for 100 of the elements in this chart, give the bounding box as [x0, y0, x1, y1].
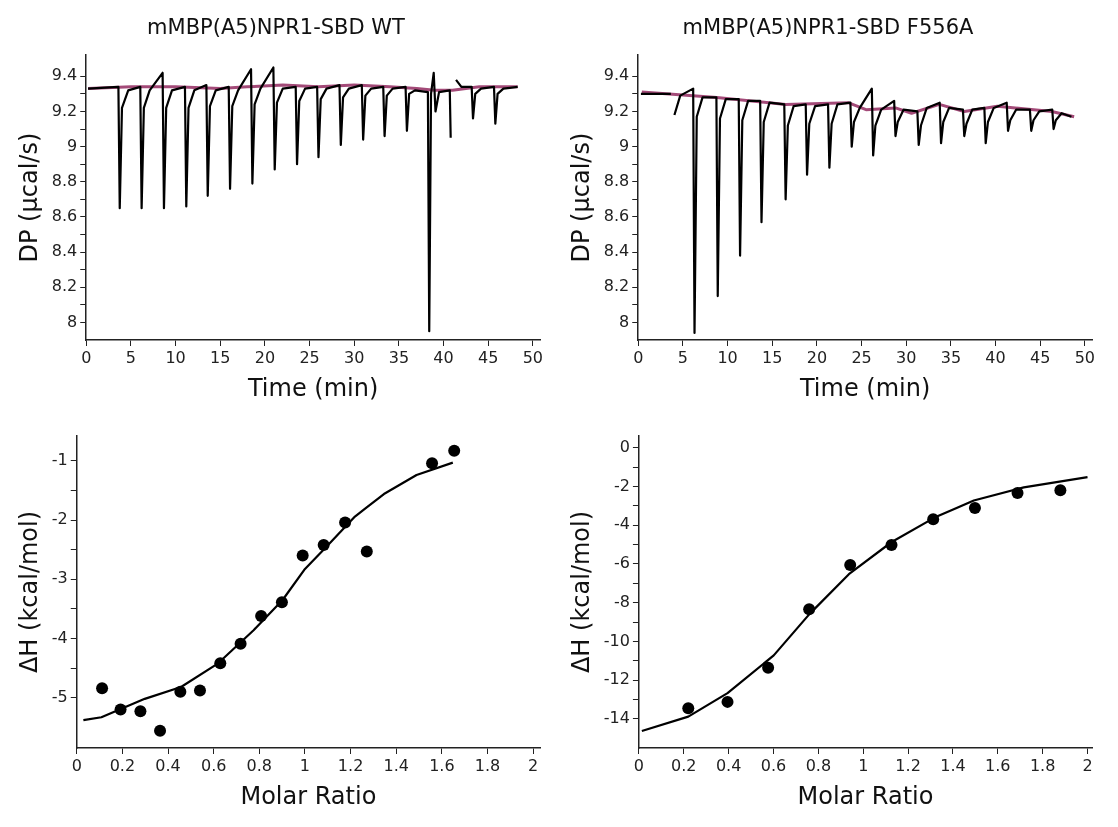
point — [803, 603, 816, 616]
y-tick-label: 9.2 — [51, 100, 78, 120]
x-tick-label: 30 — [344, 347, 365, 367]
x-tick-label: 1.2 — [337, 755, 364, 775]
y-tick-label: -4 — [613, 514, 630, 534]
x-tick-label: 25 — [851, 347, 872, 367]
point — [96, 682, 109, 695]
x-tick-label: 1.6 — [985, 755, 1011, 775]
point — [426, 457, 439, 470]
x-tick-label: 25 — [299, 347, 320, 367]
x-tick-label: 0.8 — [246, 755, 273, 775]
x-tick-label: 1.8 — [1029, 755, 1056, 775]
x-tick-label: 40 — [985, 347, 1006, 367]
y-tick-label: -4 — [51, 627, 68, 647]
y-tick-label: 0 — [619, 436, 630, 456]
y-tick-label: 9.2 — [603, 100, 630, 120]
x-tick-label: 1.4 — [383, 755, 409, 775]
x-tick-label: 0.4 — [715, 755, 742, 775]
x-tick-label: 40 — [433, 347, 454, 367]
x-tick-label: 30 — [896, 347, 917, 367]
x-tick-label: 0 — [633, 347, 644, 367]
point — [317, 538, 330, 551]
x-tick-label: 0 — [633, 755, 645, 775]
y-tick-label: 8.4 — [603, 241, 630, 261]
point — [885, 539, 898, 552]
y-tick-label: 9 — [67, 135, 78, 155]
x-axis-title: Time (min) — [246, 373, 379, 402]
x-axis-title: Time (min) — [798, 373, 931, 402]
point — [360, 545, 373, 558]
x-tick-label: 20 — [806, 347, 828, 367]
y-tick-label: 8.2 — [603, 276, 630, 296]
x-tick-label: 35 — [388, 347, 410, 367]
point — [214, 657, 227, 670]
y-tick-label: -6 — [613, 553, 630, 573]
x-tick-label: 10 — [165, 347, 186, 367]
point — [927, 513, 940, 526]
point — [721, 695, 734, 708]
point — [682, 702, 695, 715]
point — [1011, 486, 1024, 499]
y-axis-title: ΔH (kcal/mol) — [566, 510, 595, 674]
x-tick-label: 2 — [528, 755, 539, 775]
x-tick-label: 0.6 — [200, 755, 227, 775]
point — [174, 685, 187, 698]
y-tick-label: 9.4 — [51, 65, 78, 85]
x-axis-title: Molar Ratio — [240, 781, 377, 810]
x-tick-label: 5 — [125, 347, 136, 367]
x-tick-label: 0.2 — [671, 755, 697, 775]
x-tick-label: 1 — [299, 755, 311, 775]
y-tick-label: 8.8 — [51, 170, 78, 190]
chart-title: mMBP(A5)NPR1-SBD F556A — [682, 15, 975, 40]
y-tick-label: 8 — [67, 311, 78, 331]
x-tick-label: 1.8 — [474, 755, 501, 775]
y-tick-label: -2 — [613, 475, 630, 495]
y-tick-label: 8.4 — [51, 241, 78, 261]
y-tick-label: -1 — [51, 450, 68, 470]
x-tick-label: 10 — [717, 347, 738, 367]
x-tick-label: 45 — [1030, 347, 1051, 367]
point — [762, 661, 775, 674]
x-tick-label: 45 — [478, 347, 499, 367]
point — [968, 502, 981, 515]
x-tick-label: 50 — [1074, 347, 1096, 367]
y-tick-label: -10 — [603, 630, 630, 650]
x-tick-label: 2 — [1082, 755, 1093, 775]
y-tick-label: -5 — [51, 686, 68, 706]
x-tick-label: 1.6 — [429, 755, 455, 775]
y-tick-label: 9 — [619, 135, 630, 155]
point — [114, 703, 127, 716]
point — [448, 444, 461, 457]
y-tick-label: -8 — [613, 591, 630, 611]
point — [154, 724, 167, 737]
y-tick-label: -3 — [51, 568, 68, 588]
x-tick-label: 1.4 — [940, 755, 966, 775]
y-tick-label: 8.6 — [603, 206, 630, 226]
x-tick-label: 1 — [858, 755, 869, 775]
point — [844, 559, 857, 572]
y-tick-label: 9.4 — [603, 65, 630, 85]
y-tick-label: -14 — [603, 708, 630, 728]
x-tick-label: 50 — [522, 347, 544, 367]
y-tick-label: 8.8 — [603, 170, 630, 190]
x-tick-label: 0 — [81, 347, 92, 367]
point — [255, 609, 268, 622]
point — [275, 596, 288, 609]
point — [1054, 484, 1067, 497]
x-tick-label: 0.8 — [805, 755, 832, 775]
point — [134, 705, 147, 718]
x-tick-label: 20 — [254, 347, 276, 367]
y-tick-label: -12 — [603, 669, 630, 689]
point — [193, 684, 206, 697]
y-tick-label: 8.2 — [51, 276, 78, 296]
point — [296, 549, 309, 562]
y-tick-label: 8 — [619, 311, 630, 331]
x-tick-label: 0.6 — [760, 755, 787, 775]
x-tick-label: 5 — [677, 347, 688, 367]
y-axis-title: DP (µcal/s) — [14, 132, 43, 263]
x-axis-title: Molar Ratio — [797, 781, 934, 810]
y-tick-label: 8.6 — [51, 206, 78, 226]
x-tick-label: 15 — [210, 347, 231, 367]
y-axis-title: DP (µcal/s) — [566, 132, 595, 263]
x-tick-label: 0.4 — [155, 755, 181, 775]
point — [234, 637, 247, 650]
